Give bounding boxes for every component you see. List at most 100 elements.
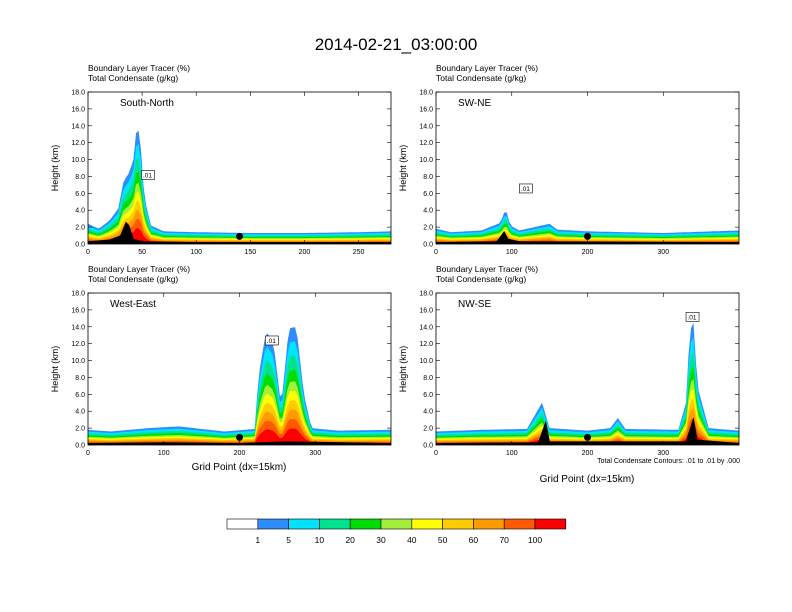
y-tick-label: 18.0 — [419, 90, 433, 97]
plot-area: .01 — [88, 327, 391, 445]
y-tick-label: 14.0 — [71, 324, 85, 331]
panel-subtitle: Total Condensate (g/kg) — [88, 73, 178, 83]
colorbar-swatch — [442, 518, 474, 530]
colorbar-swatch — [257, 518, 289, 530]
y-tick-label: 10.0 — [71, 157, 85, 164]
x-tick-label: 250 — [353, 249, 365, 256]
x-tick-label: 200 — [234, 450, 246, 457]
y-tick-label: 6.0 — [75, 191, 85, 198]
colorbar-swatch — [226, 518, 259, 530]
panel-label: NW-SE — [458, 299, 491, 310]
y-tick-label: 4.0 — [75, 409, 85, 416]
colorbar-swatch — [380, 518, 413, 530]
panel-label: SW-NE — [458, 98, 491, 109]
y-tick-label: 0.0 — [423, 443, 433, 450]
plot-area: .01 — [436, 312, 739, 445]
tracer-band — [88, 409, 391, 445]
colorbar-label: 20 — [345, 535, 355, 545]
tracer-band — [88, 341, 391, 445]
y-tick-label: 12.0 — [71, 140, 85, 147]
y-tick-label: 14.0 — [419, 123, 433, 130]
y-axis-label: Height (km) — [398, 346, 408, 393]
contour-label-box — [519, 183, 533, 194]
x-tick-label: 300 — [309, 450, 321, 457]
contour-label: .01 — [143, 172, 152, 179]
panel-subtitle: Total Condensate (g/kg) — [88, 274, 178, 284]
x-axis-label-left: Grid Point (dx=15km) — [192, 462, 287, 473]
y-tick-label: 8.0 — [423, 174, 433, 181]
x-axis-label-right: Grid Point (dx=15km) — [540, 474, 635, 485]
figure-title: 2014-02-21_03:00:00 — [315, 35, 478, 54]
colorbar-swatch — [288, 518, 320, 530]
x-tick-label: 0 — [86, 249, 90, 256]
colorbar-swatch — [319, 518, 351, 530]
plot-area: .01 — [88, 130, 391, 244]
y-tick-label: 12.0 — [419, 341, 433, 348]
y-axis-label: Height (km) — [398, 145, 408, 192]
colorbar-label: 5 — [286, 535, 291, 545]
y-tick-label: 2.0 — [75, 225, 85, 232]
y-tick-label: 8.0 — [423, 375, 433, 382]
y-tick-label: 0.0 — [423, 242, 433, 249]
y-tick-label: 18.0 — [71, 90, 85, 97]
contour-label-box — [685, 312, 700, 322]
location-marker — [584, 433, 591, 441]
x-tick-label: 0 — [86, 450, 90, 457]
x-tick-label: 100 — [158, 450, 170, 457]
y-tick-label: 18.0 — [419, 291, 433, 298]
y-tick-label: 6.0 — [75, 392, 85, 399]
colorbar-label: 10 — [315, 535, 325, 545]
y-tick-label: 4.0 — [423, 409, 433, 416]
x-tick-label: 200 — [582, 450, 594, 457]
y-tick-label: 10.0 — [71, 358, 85, 365]
x-tick-label: 0 — [434, 450, 438, 457]
y-tick-label: 8.0 — [75, 174, 85, 181]
y-tick-label: 16.0 — [419, 106, 433, 113]
x-tick-label: 100 — [506, 249, 518, 256]
colorbar-swatch — [411, 518, 443, 530]
terrain — [436, 417, 739, 445]
y-tick-label: 2.0 — [423, 225, 433, 232]
x-tick-label: 100 — [506, 450, 518, 457]
plot-area: .01 — [436, 183, 739, 244]
terrain — [88, 221, 391, 244]
x-tick-label: 300 — [657, 249, 669, 256]
x-tick-label: 0 — [434, 249, 438, 256]
colorbar-label: 100 — [528, 535, 542, 545]
x-tick-label: 150 — [244, 249, 256, 256]
panel-label: West-East — [110, 299, 156, 310]
tracer-band — [88, 419, 391, 445]
location-marker — [584, 232, 591, 240]
y-tick-label: 0.0 — [75, 443, 85, 450]
colorbar-label: 40 — [407, 535, 417, 545]
panel-subtitle: Boundary Layer Tracer (%) — [88, 63, 190, 73]
y-tick-label: 16.0 — [71, 106, 85, 113]
x-tick-label: 300 — [657, 450, 669, 457]
location-marker — [236, 433, 243, 441]
colorbar-swatch — [473, 518, 505, 530]
colorbar-swatch — [534, 518, 567, 530]
panel-west-east: Boundary Layer Tracer (%)Total Condensat… — [50, 264, 392, 457]
y-tick-label: 16.0 — [71, 307, 85, 314]
y-tick-label: 12.0 — [419, 140, 433, 147]
y-tick-label: 14.0 — [71, 123, 85, 130]
plot-frame — [87, 91, 392, 245]
y-axis-label: Height (km) — [50, 145, 60, 192]
panel-south-north: Boundary Layer Tracer (%)Total Condensat… — [50, 63, 392, 256]
y-tick-label: 2.0 — [423, 426, 433, 433]
y-tick-label: 16.0 — [419, 307, 433, 314]
contour-note: Total Condensate Contours: .01 to .01 by… — [597, 458, 740, 465]
x-tick-label: 200 — [582, 249, 594, 256]
contour-label-box — [141, 170, 155, 180]
x-tick-label: 200 — [299, 249, 311, 256]
panel-subtitle: Total Condensate (g/kg) — [436, 274, 526, 284]
colorbar: 1 5 10 20 30 40 50 60 70 100 — [226, 518, 567, 545]
panels: Boundary Layer Tracer (%)Total Condensat… — [50, 63, 740, 457]
y-tick-label: 0.0 — [75, 242, 85, 249]
panel-subtitle: Boundary Layer Tracer (%) — [436, 63, 538, 73]
y-tick-label: 8.0 — [75, 375, 85, 382]
plot-frame — [87, 292, 392, 446]
panel-subtitle: Boundary Layer Tracer (%) — [436, 264, 538, 274]
y-tick-label: 6.0 — [423, 191, 433, 198]
